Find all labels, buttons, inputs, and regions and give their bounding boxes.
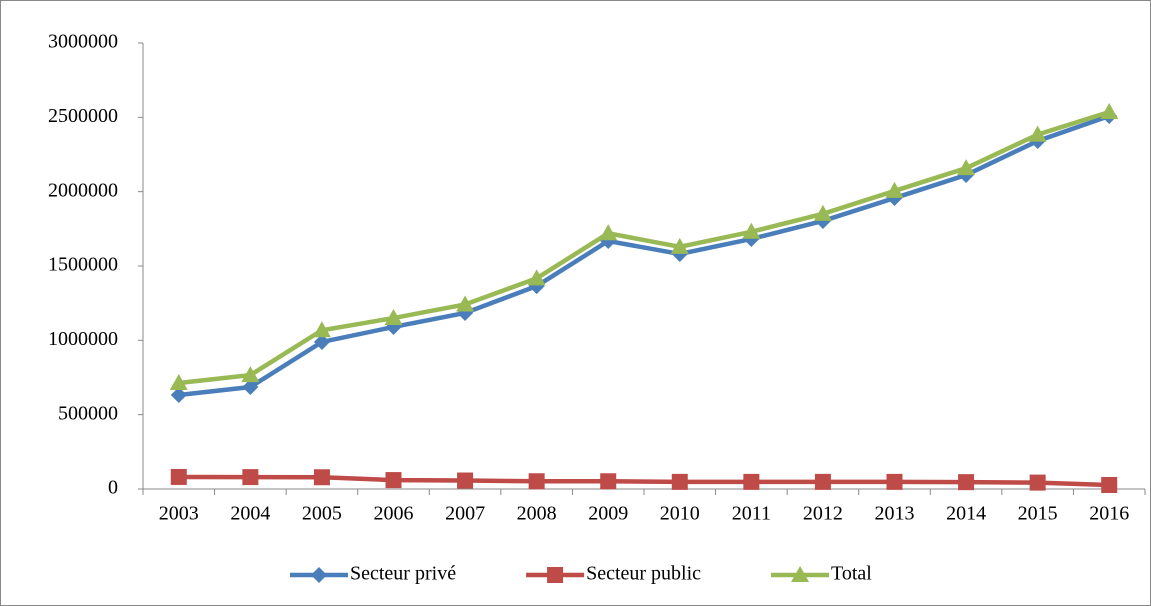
marker [599,224,618,241]
x-tick-label: 2004 [230,503,270,525]
marker [1100,102,1119,119]
legend-label: Secteur public [586,563,701,585]
legend-label: Secteur privé [350,563,456,585]
marker [742,222,761,239]
marker [312,321,331,338]
x-tick-label: 2007 [445,503,485,525]
x-tick-label: 2010 [660,503,700,525]
marker [170,468,187,485]
marker [1028,125,1047,142]
marker [791,566,810,582]
marker [170,387,187,404]
y-tick-label: 0 [108,477,118,499]
marker [311,567,327,583]
x-tick-label: 2008 [517,503,557,525]
marker [456,295,475,312]
legend-item: Total [771,563,872,585]
legend-item: Secteur public [526,563,701,585]
marker [527,269,546,286]
y-tick-label: 500000 [58,402,118,424]
marker [313,333,330,350]
x-tick-label: 2003 [159,503,199,525]
marker [242,379,259,396]
marker [885,181,904,198]
marker [957,159,976,176]
x-tick-label: 2013 [875,503,915,525]
marker [313,469,330,486]
series-line [178,113,1110,398]
marker [814,473,831,490]
marker [671,473,688,490]
series-line [178,474,1110,488]
marker [241,366,260,383]
marker [958,474,975,491]
x-tick-label: 2015 [1018,503,1058,525]
series-line [178,109,1110,386]
marker [886,473,903,490]
marker [169,374,188,391]
y-tick-label: 2000000 [48,179,118,201]
y-tick-label: 3000000 [48,31,118,53]
legend-label: Total [831,563,872,585]
x-tick-label: 2014 [946,503,986,525]
marker [813,204,832,221]
y-tick-label: 2500000 [48,105,118,127]
x-tick-label: 2012 [803,503,843,525]
marker [743,473,760,490]
x-tick-label: 2005 [302,503,342,525]
marker [385,472,402,489]
marker [670,237,689,254]
marker [384,309,403,326]
marker [457,472,474,489]
marker [528,473,545,490]
marker [242,469,259,486]
marker [1101,476,1118,493]
x-tick-label: 2009 [588,503,628,525]
marker [600,473,617,490]
x-tick-label: 2016 [1089,503,1129,525]
marker [547,567,564,583]
x-tick-label: 2011 [732,503,771,525]
y-tick-label: 1000000 [48,328,118,350]
y-tick-label: 1500000 [48,254,118,276]
legend-item: Secteur privé [290,563,456,585]
marker [1029,474,1046,491]
x-tick-label: 2006 [374,503,414,525]
